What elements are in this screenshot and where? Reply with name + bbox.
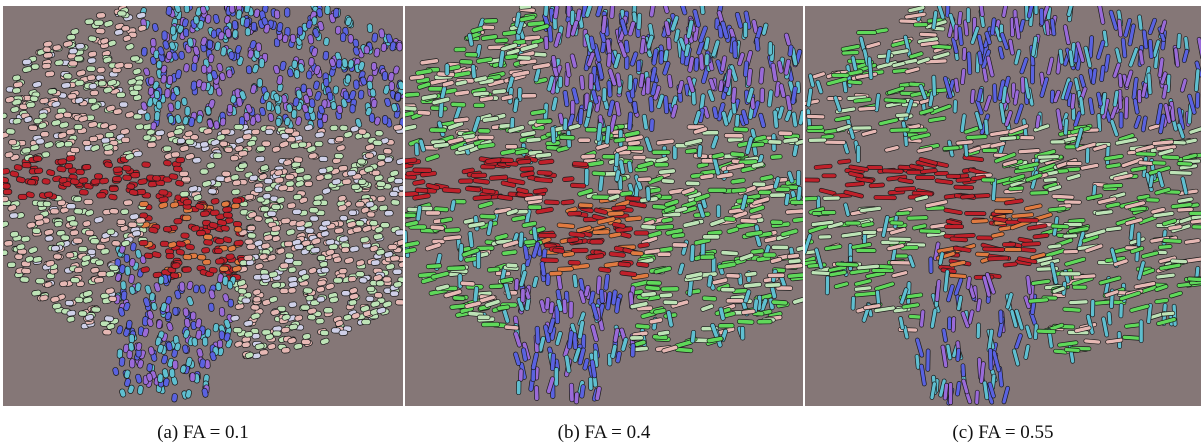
panel-a-glyph-render: [3, 6, 403, 406]
caption-a: (a) FA = 0.1: [157, 422, 249, 443]
brain-glyph-image-a: [3, 6, 403, 403]
brain-glyph-image-b: [405, 6, 803, 405]
caption-c: (c) FA = 0.55: [952, 422, 1054, 443]
caption-b: (b) FA = 0.4: [557, 422, 651, 443]
panel-b-glyph-render: [405, 6, 803, 406]
brain-glyph-image-c: [805, 6, 1201, 406]
panel-c-glyph-render: [805, 6, 1201, 406]
